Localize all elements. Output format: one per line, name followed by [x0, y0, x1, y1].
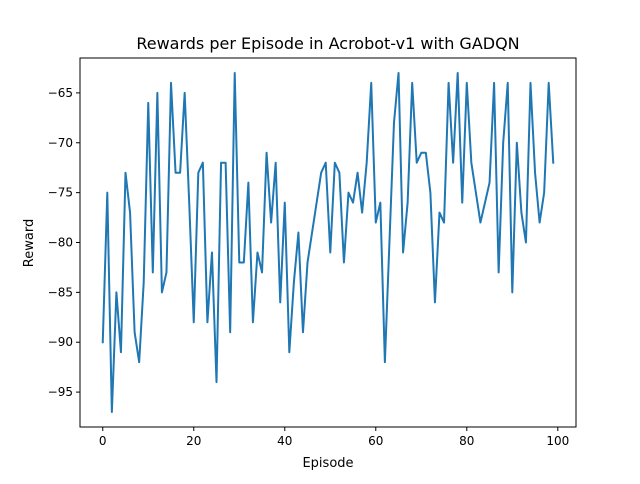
y-tick-label: −95	[48, 385, 73, 399]
x-tick-label: 0	[99, 434, 107, 448]
y-tick-label: −90	[48, 335, 73, 349]
x-tick-label: 100	[546, 434, 569, 448]
y-tick-label: −85	[48, 285, 73, 299]
chart-title: Rewards per Episode in Acrobot-v1 with G…	[136, 34, 519, 53]
x-tick-label: 40	[277, 434, 292, 448]
y-tick-label: −80	[48, 236, 73, 250]
x-tick-label: 60	[368, 434, 383, 448]
x-axis-label: Episode	[302, 456, 353, 471]
y-axis-label: Reward	[22, 219, 37, 267]
y-tick-label: −70	[48, 136, 73, 150]
y-tick-label: −65	[48, 86, 73, 100]
x-tick-label: 80	[459, 434, 474, 448]
x-tick-label: 20	[186, 434, 201, 448]
y-tick-label: −75	[48, 186, 73, 200]
